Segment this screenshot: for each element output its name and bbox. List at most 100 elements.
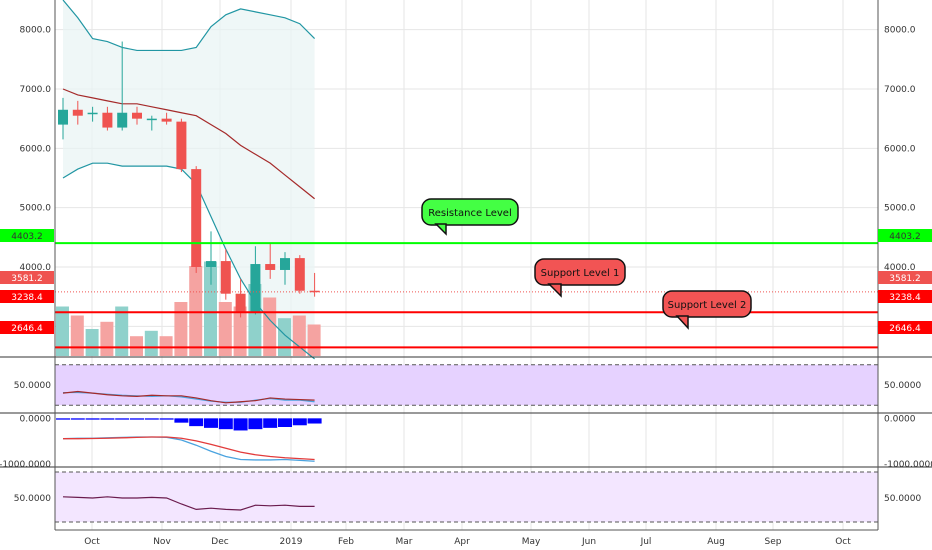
macd-histogram-bar [130,418,144,420]
y-tick-label-left: 5000.0 [20,204,52,214]
candle-body [117,112,128,128]
price-label-resistance-left: 4403.2 [0,229,54,242]
panel2-tick-left-0: 0.0000 [20,414,52,424]
volume-bar [159,336,173,356]
panel3-tick-right: 50.0000 [884,494,921,504]
candle-body [72,109,83,116]
bollinger-fill [63,0,315,359]
price-label-resistance-right: 4403.2 [878,229,932,242]
axes [0,0,932,531]
x-tick-label: Oct [84,537,100,547]
volume-bar [218,302,232,356]
macd-histogram-bar [189,418,204,427]
indicator-panels: 50.0000 50.0000 0.0000 0.0000 -1000.0000 -100… [0,364,932,523]
y-tick-label-right: 4000.0 [884,263,916,273]
price-label-text: 2646.4 [889,324,921,334]
macd-histogram-bar [307,418,322,424]
price-label-text: 2646.4 [11,324,43,334]
x-tick-label: Apr [454,537,470,547]
macd-signal-line [63,436,315,461]
price-label-support2-right: 2646.4 [878,321,932,334]
macd-histogram-bar [56,418,70,420]
panel3-tick-left: 50.0000 [14,494,51,504]
candle-body [294,258,305,291]
x-tick-label: May [522,537,541,547]
price-label-text: 3581.2 [889,274,921,284]
callout-support2-text: Support Level 2 [668,300,747,311]
volume-bar [130,336,143,356]
volume-bar [278,318,291,356]
bollinger-middle-line [62,88,315,200]
panel3-band [55,472,878,522]
callout-resistance: Resistance Level [421,198,519,236]
candles [58,41,320,318]
candle-body [176,121,187,170]
candle-body [250,264,261,312]
panel3-line [62,496,315,511]
x-tick-label: Jun [581,537,596,547]
panel2-tick-right-0: 0.0000 [884,414,916,424]
price-label-support1-right: 3238.4 [878,290,932,303]
candle-body [58,109,68,125]
macd-histogram-bar [85,418,100,420]
price-label-current-left: 3581.2 [0,271,54,284]
macd-histogram-bar [115,418,130,420]
volume-bar [189,266,203,356]
volume-bar [100,321,114,356]
x-tick-label: Jul [640,537,652,547]
volume-bar [85,329,99,356]
macd-histogram-bar [263,418,278,428]
panel1-tick-right: 50.0000 [884,381,921,391]
callout-support2: Support Level 2 [662,290,752,330]
macd-histogram-bar [278,418,292,427]
x-tick-label: Mar [396,537,413,547]
price-label-current-right: 3581.2 [878,271,932,284]
candle-body [146,118,157,121]
volume-bar [174,302,188,356]
macd-histogram-bar [248,418,263,430]
y-tick-label-right: 6000.0 [884,144,916,154]
panel1-tick-left: 50.0000 [14,381,51,391]
macd-histogram-bar [233,418,248,431]
candle-body [206,261,216,267]
y-tick-label-left: 4000.0 [20,263,52,273]
candle-body [280,258,290,270]
bollinger-upper-line [62,0,316,52]
volume-bar [307,324,321,356]
x-tick-label: 2019 [280,537,303,547]
bollinger-lower-line [62,162,315,360]
price-label-support2-left: 2646.4 [0,321,54,334]
candle-body [191,169,202,267]
volume-bar [292,315,306,356]
x-tick-label: Feb [338,537,354,547]
candle-body [87,112,98,115]
x-tick-label: Oct [835,537,851,547]
price-label-text: 4403.2 [889,232,921,242]
x-tick-label: Nov [153,537,171,547]
price-label-text: 3238.4 [11,293,43,303]
macd-histogram-bar [159,418,174,420]
macd-histogram-bar [100,418,115,420]
macd-histogram-bar [174,418,189,423]
volume-bar [144,330,158,356]
y-tick-label-left: 6000.0 [20,144,52,154]
price-label-support1-left: 3238.4 [0,290,54,303]
candle-body [235,293,246,312]
y-tick-label-left: 7000.0 [20,85,52,95]
candle-body [102,112,113,128]
y-tick-label-right: 8000.0 [884,26,916,36]
bollinger-lines [62,0,316,360]
macd-histogram-bar [144,418,159,420]
callout-support1-text: Support Level 1 [541,268,620,279]
panel1-band [55,364,878,406]
x-tick-label: Aug [707,537,725,547]
macd-histogram-bar [204,418,218,428]
candle-body [309,290,320,293]
panel2-tick-right-1: -1000.0000 [884,460,932,470]
panel1-line-b [62,390,315,404]
price-label-text: 4403.2 [11,232,43,242]
price-label-text: 3581.2 [11,274,43,284]
y-tick-label-right: 5000.0 [884,204,916,214]
x-tick-label: Dec [211,537,228,547]
